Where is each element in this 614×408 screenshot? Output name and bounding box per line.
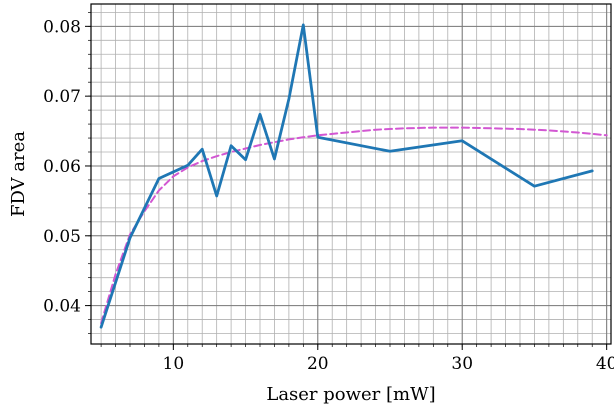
series-layer bbox=[99, 23, 608, 329]
ticks bbox=[85, 12, 608, 350]
x-tick-label: 40 bbox=[596, 354, 614, 374]
x-tick-label: 20 bbox=[307, 354, 329, 374]
data-line bbox=[99, 23, 594, 329]
fit-curve bbox=[100, 126, 608, 325]
y-tick-label: 0.05 bbox=[43, 227, 81, 247]
x-tick-label: 10 bbox=[163, 354, 185, 374]
y-axis-label: FDV area bbox=[8, 131, 29, 217]
plot-frame bbox=[90, 3, 612, 345]
y-tick-label: 0.08 bbox=[43, 17, 81, 37]
y-tick-label: 0.04 bbox=[43, 297, 81, 317]
x-axis-label: Laser power [mW] bbox=[266, 384, 435, 405]
y-tick-label: 0.07 bbox=[43, 87, 81, 107]
grid bbox=[91, 4, 611, 344]
tick-labels: 10 20 30 40 0.04 0.05 0.06 0.07 0.08 bbox=[43, 17, 614, 374]
x-tick-label: 30 bbox=[451, 354, 473, 374]
y-tick-label: 0.06 bbox=[43, 157, 81, 177]
